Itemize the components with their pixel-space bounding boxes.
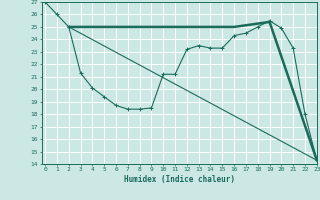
X-axis label: Humidex (Indice chaleur): Humidex (Indice chaleur) <box>124 175 235 184</box>
